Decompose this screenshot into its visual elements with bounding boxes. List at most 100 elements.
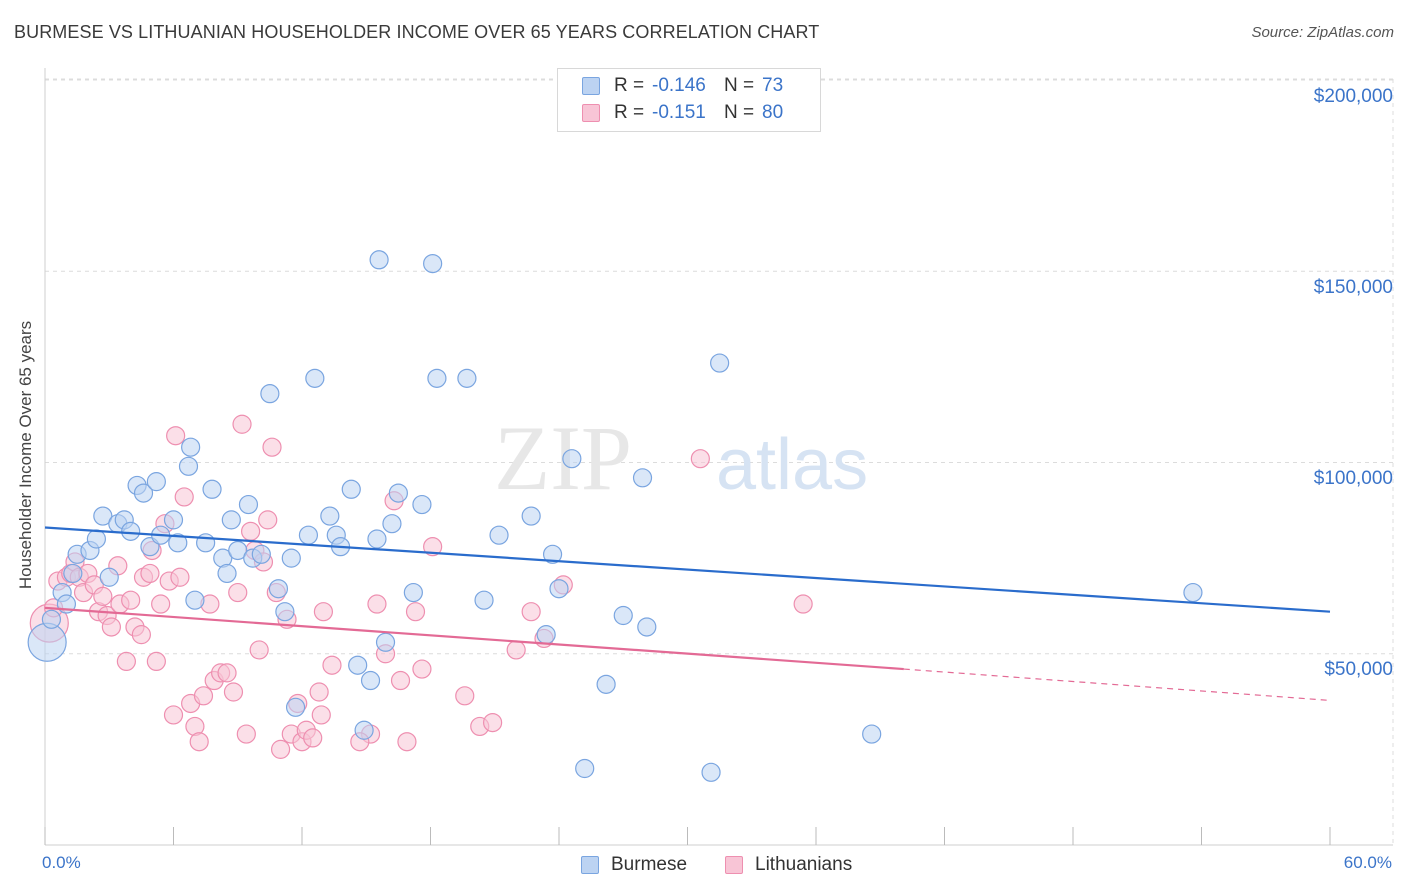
lithuanians-swatch: [725, 856, 743, 874]
burmese-point-49: [382, 514, 402, 534]
burmese-point-7: [86, 529, 107, 549]
burmese-point-12: [121, 521, 141, 541]
lithuanians-trend-line: [44, 606, 904, 671]
lithuanians-point-68: [423, 537, 443, 557]
burmese-swatch: [582, 77, 600, 95]
lithuanians-point-19: [131, 625, 151, 645]
source-label: Source: ZipAtlas.com: [1251, 24, 1394, 41]
burmese-point-8: [93, 506, 113, 526]
lithuanians-point-47: [258, 510, 278, 530]
burmese-point-28: [228, 540, 248, 561]
n-label: N =: [724, 75, 755, 96]
burmese-point-54: [427, 368, 447, 388]
burmese-point-69: [710, 353, 730, 373]
burmese-point-42: [341, 479, 361, 499]
burmese-trend-line: [44, 526, 1331, 613]
lithuanians-point-48: [262, 437, 282, 457]
burmese-point-37: [298, 525, 319, 545]
lithuanians-point-58: [313, 602, 334, 622]
y-tick-label-200000: $200,000: [1313, 86, 1393, 107]
y-tick-label-50000: $50,000: [1324, 659, 1393, 680]
burmese-point-57: [489, 525, 509, 545]
lithuanians-point-59: [322, 655, 342, 675]
burmese-point-16: [146, 472, 166, 492]
legend-item-burmese[interactable]: Burmese: [581, 852, 687, 878]
burmese-point-31: [251, 544, 271, 564]
burmese-point-71: [1183, 582, 1203, 603]
n-value: 73: [762, 75, 784, 96]
lithuanians-point-38: [217, 663, 237, 683]
lithuanians-point-72: [506, 640, 526, 660]
lithuanians-point-24: [151, 594, 171, 614]
lithuanians-point-42: [236, 724, 256, 744]
burmese-point-65: [613, 605, 633, 626]
lithuanians-point-27: [163, 705, 184, 725]
burmese-point-60: [542, 544, 563, 564]
legend-row-lithuanians: R = -0.151 N = 80: [582, 100, 783, 126]
x-tick-label-min: 0.0%: [42, 853, 81, 872]
lithuanians-point-45: [249, 640, 269, 660]
burmese-point-27: [221, 510, 241, 530]
burmese-point-20: [178, 456, 199, 476]
trend-lines: [44, 526, 1331, 702]
burmese-swatch: [581, 856, 599, 874]
burmese-point-51: [403, 582, 423, 603]
burmese-points: [27, 250, 1203, 782]
burmese-point-21: [181, 437, 201, 457]
lithuanians-point-11: [93, 586, 113, 606]
burmese-point-43: [348, 655, 368, 675]
legend-label-lithuanians: Lithuanians: [755, 854, 853, 875]
burmese-point-14: [133, 483, 154, 503]
r-value: -0.151: [652, 102, 706, 123]
lithuanians-point-76: [690, 449, 710, 469]
lithuanians-point-40: [228, 582, 248, 603]
lithuanians-point-73: [521, 602, 541, 622]
burmese-point-22: [185, 590, 205, 610]
lithuanians-point-67: [412, 659, 432, 679]
lithuanians-point-69: [455, 686, 475, 706]
lithuanians-point-23: [146, 651, 166, 672]
lithuanians-point-17: [121, 590, 141, 610]
burmese-point-70: [862, 724, 882, 744]
lithuanians-point-71: [483, 712, 503, 733]
burmese-point-46: [367, 529, 387, 549]
lithuanians-swatch: [582, 104, 600, 122]
lithuanians-point-57: [309, 682, 329, 702]
burmese-point-48: [375, 632, 396, 652]
burmese-point-59: [536, 625, 556, 645]
burmese-point-4: [63, 563, 83, 584]
burmese-point-9: [99, 567, 119, 587]
lithuanians-point-33: [189, 732, 209, 752]
burmese-point-18: [163, 510, 184, 530]
lithuanians-point-43: [241, 521, 261, 541]
lithuanians-point-65: [397, 732, 417, 752]
lithuanians-point-77: [793, 594, 813, 614]
lithuanians-point-66: [405, 602, 426, 622]
lithuanians-trend-extension: [903, 668, 1331, 702]
burmese-point-36: [285, 697, 306, 717]
burmese-point-24: [202, 479, 222, 499]
lithuanians-point-16: [116, 651, 136, 672]
burmese-point-50: [388, 483, 408, 503]
burmese-point-1: [41, 609, 62, 629]
burmese-point-29: [238, 494, 259, 515]
burmese-point-64: [596, 674, 616, 694]
lithuanians-points: [29, 414, 813, 759]
legend-label-burmese: Burmese: [611, 854, 688, 875]
lithuanians-point-13: [101, 617, 121, 637]
lithuanians-point-30: [174, 487, 194, 507]
x-tick-label-max: 60.0%: [1343, 853, 1392, 872]
y-tick-label-150000: $150,000: [1313, 277, 1393, 298]
burmese-point-34: [275, 602, 295, 622]
legend-item-lithuanians[interactable]: Lithuanians: [725, 852, 852, 878]
burmese-point-56: [474, 590, 494, 610]
lithuanians-point-39: [223, 682, 244, 702]
burmese-point-58: [521, 506, 541, 526]
lithuanians-point-56: [303, 728, 323, 748]
watermark-atlas: atlas: [716, 425, 868, 505]
burmese-point-67: [637, 617, 657, 637]
burmese-point-47: [369, 250, 389, 270]
y-tick-label-100000: $100,000: [1313, 468, 1393, 489]
burmese-point-38: [305, 368, 325, 388]
n-value: 80: [762, 102, 784, 123]
